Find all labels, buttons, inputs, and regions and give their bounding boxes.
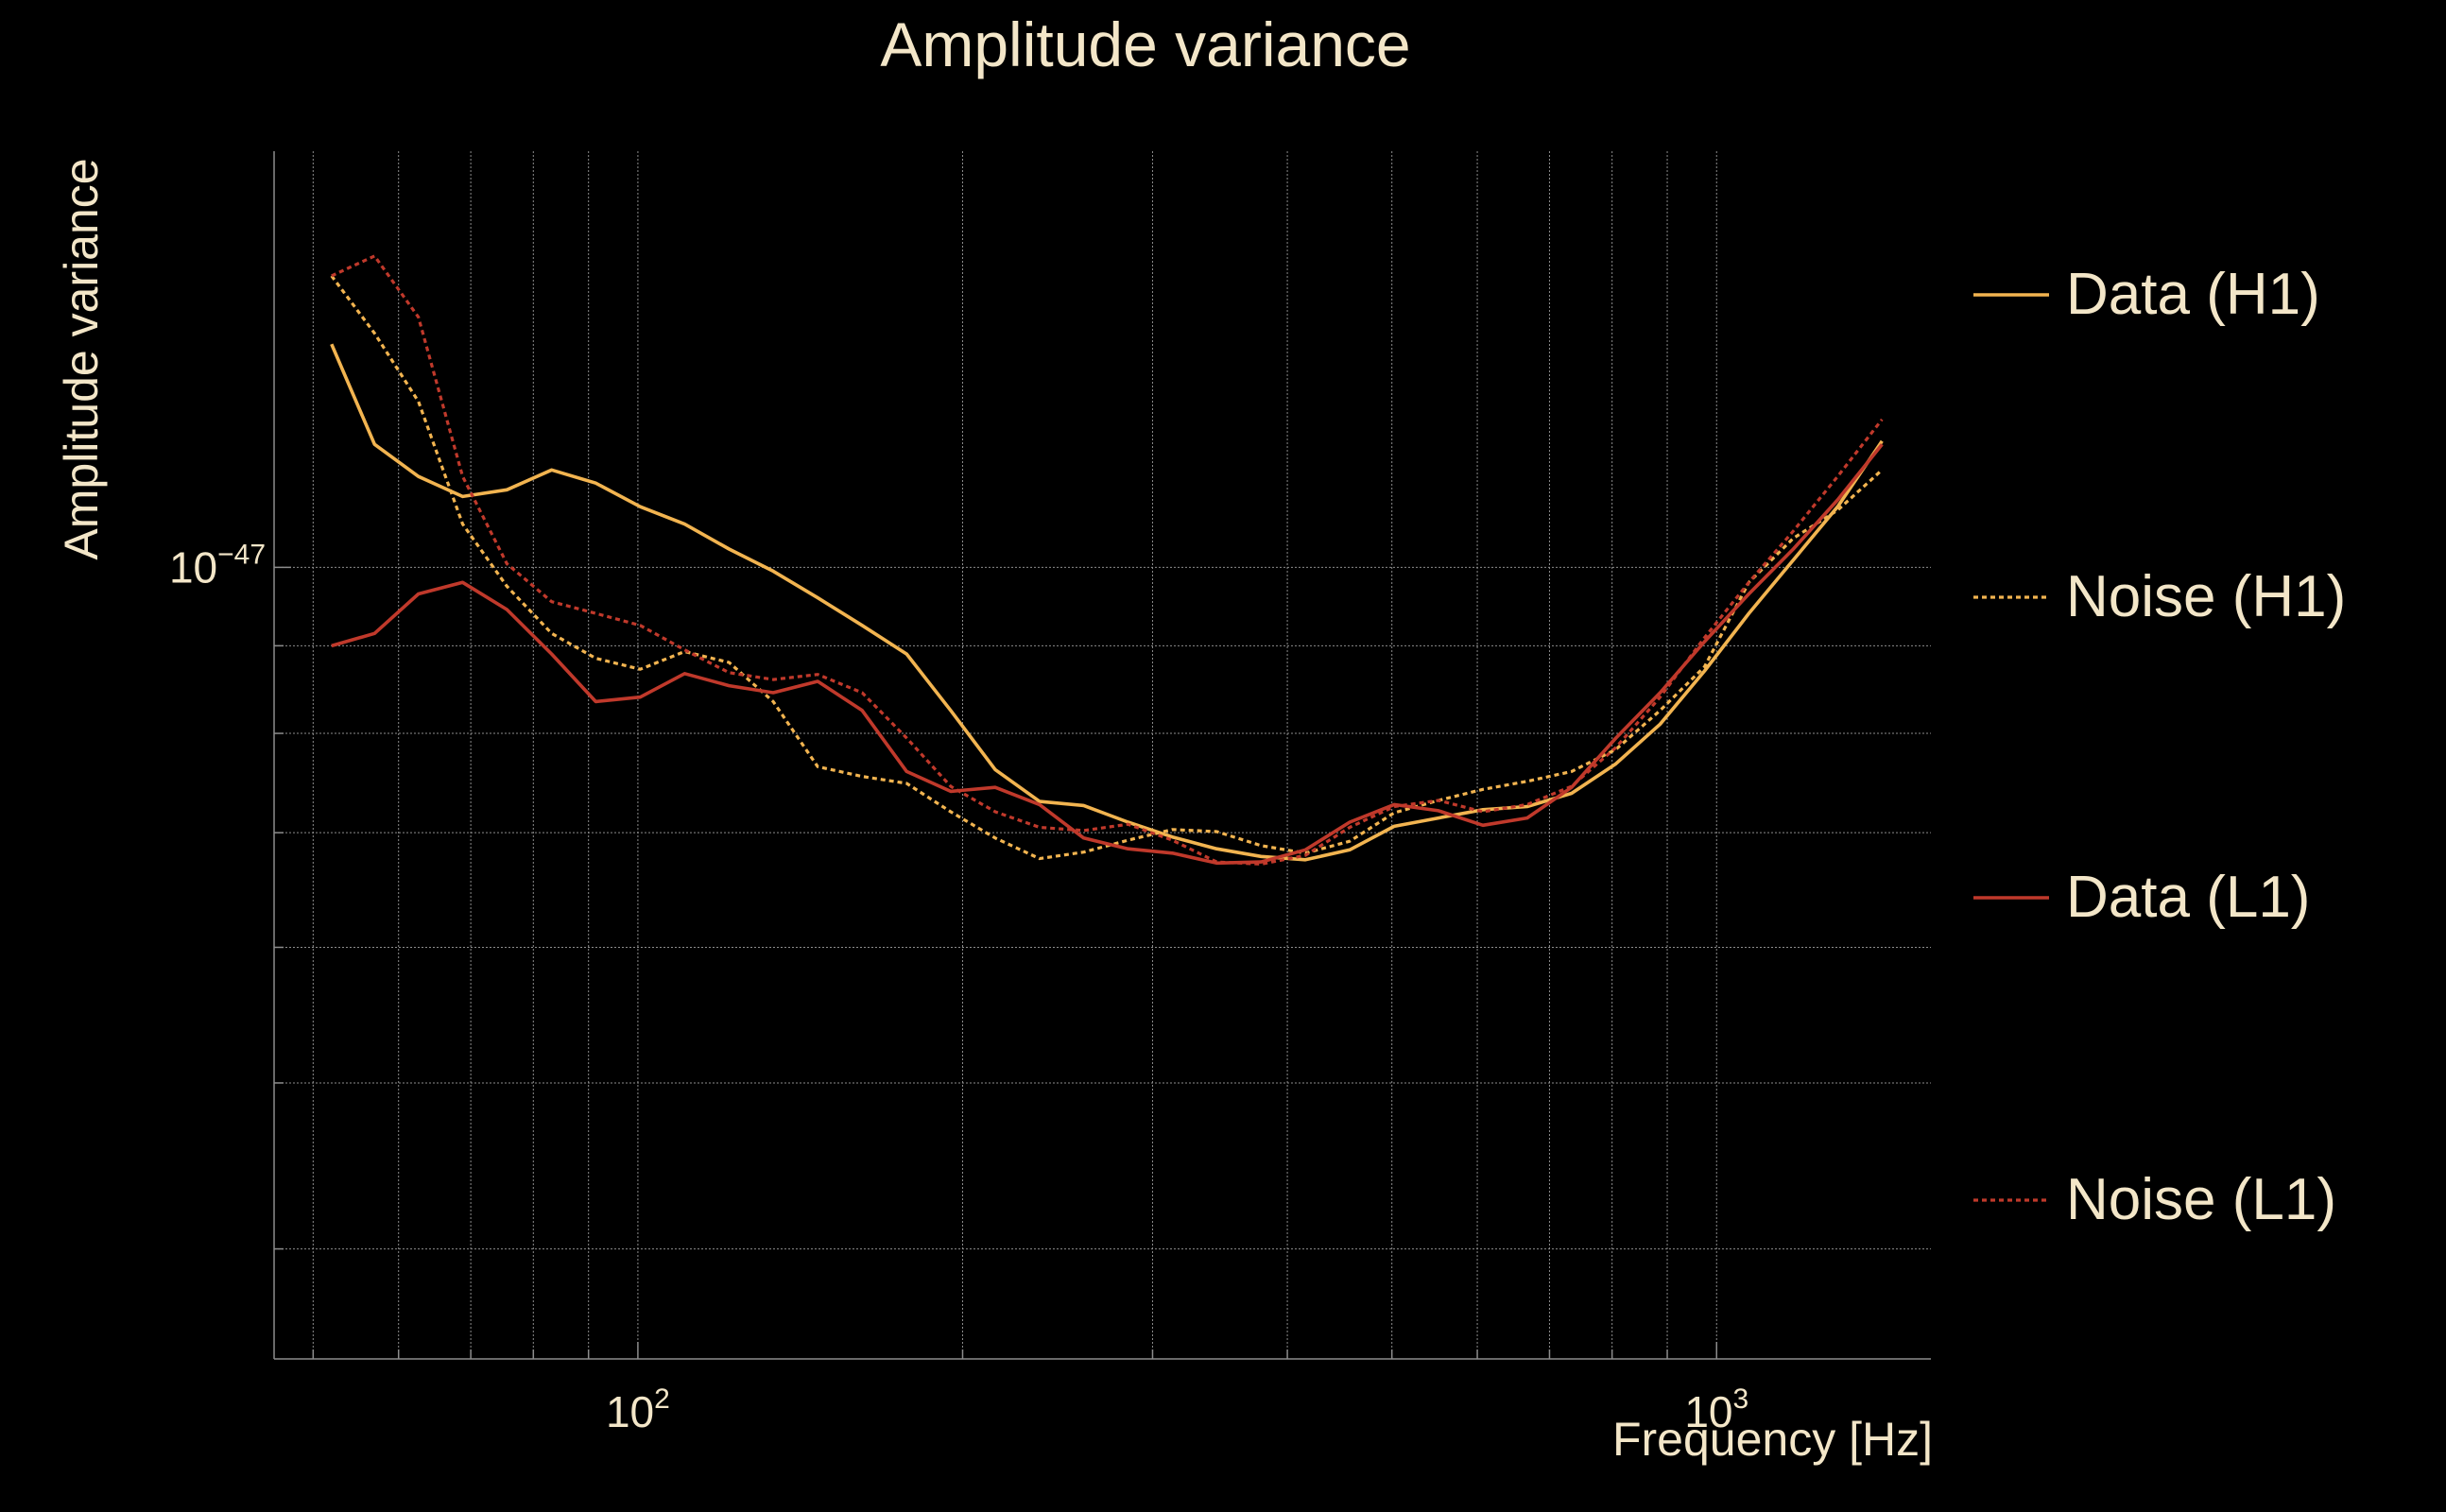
x-tick-label: 102 (606, 1383, 670, 1436)
series-line-noise-h1 (330, 274, 1884, 861)
x-axis-label: Frequency [Hz] (1612, 1413, 1933, 1466)
legend: Data (H1) Noise (H1) Data (L1) Noise (L1) (1973, 262, 2346, 1232)
x-tick-label: 103 (1684, 1383, 1748, 1436)
axes (273, 151, 1931, 1360)
tick-labels: 102 103 10−47 (169, 539, 1748, 1436)
legend-label-data-h1: Data (H1) (2066, 262, 2320, 327)
legend-label-data-l1: Data (L1) (2066, 865, 2310, 930)
legend-label-noise-h1: Noise (H1) (2066, 564, 2346, 629)
plot-area (330, 254, 1884, 867)
y-axis-label: Amplitude variance (55, 158, 108, 559)
y-tick-label: 10−47 (169, 539, 266, 592)
series-line-data-h1 (330, 343, 1884, 862)
series-line-data-l1 (331, 443, 1884, 866)
chart-title: Amplitude variance (880, 9, 1410, 79)
grid (274, 151, 1931, 1359)
legend-label-noise-l1: Noise (L1) (2066, 1167, 2336, 1232)
